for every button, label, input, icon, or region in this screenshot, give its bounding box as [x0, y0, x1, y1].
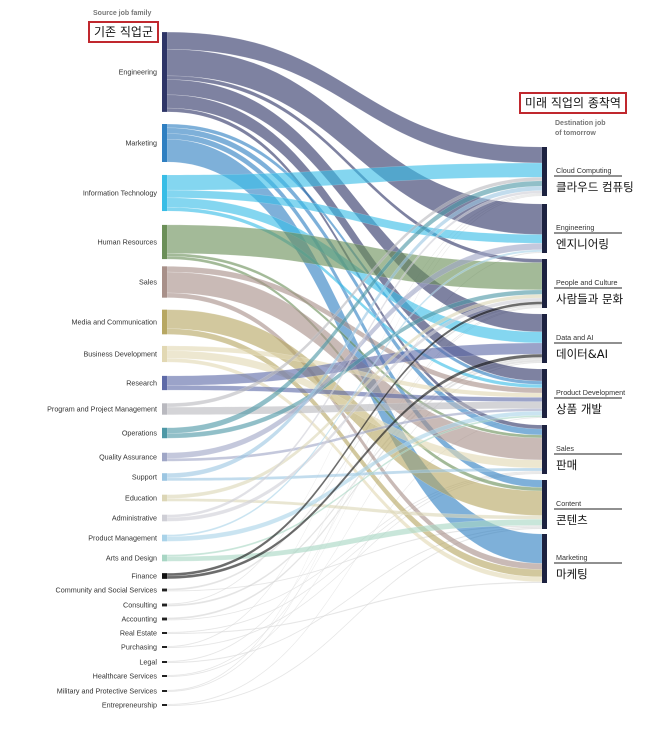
source-node-engineering — [162, 32, 167, 112]
destination-label-data-and-ai: Data and AI — [556, 333, 594, 342]
destination-column-title-line1: Destination job — [555, 120, 606, 127]
source-node-education — [162, 494, 167, 502]
source-label-accounting: Accounting — [121, 615, 157, 624]
destination-nodes: Cloud Computing 클라우드 컴퓨팅 Engineering 엔지니어링 P… — [542, 147, 634, 583]
source-node-entrepreneurship — [162, 704, 167, 706]
destination-korean-label-content: 콘텐츠 — [556, 513, 588, 527]
source-node-research — [162, 375, 167, 391]
destination-korean-label-product-development: 상품 개발 — [556, 402, 602, 416]
source-label-arts-and-design: Arts and Design — [106, 554, 157, 563]
source-node-healthcare-services — [162, 675, 167, 677]
source-label-community-and-social-services: Community and Social Services — [56, 586, 158, 595]
source-label-consulting: Consulting — [123, 601, 157, 610]
destination-label-sales: Sales — [556, 444, 574, 453]
source-node-support — [162, 473, 167, 481]
source-node-sales — [162, 266, 167, 298]
source-label-education: Education — [125, 494, 157, 503]
source-label-marketing: Marketing — [125, 139, 157, 148]
source-node-arts-and-design — [162, 554, 167, 562]
destination-korean-label-sales: 판매 — [556, 458, 577, 472]
source-node-program-and-project-management — [162, 403, 167, 415]
destination-korean-label-people-and-culture: 사람들과 문화 — [556, 292, 624, 306]
source-label-entrepreneurship: Entrepreneurship — [102, 701, 157, 710]
source-label-legal: Legal — [139, 658, 157, 667]
destination-korean-label-data-and-ai: 데이터&AI — [556, 347, 608, 361]
destination-node-people-and-culture — [542, 259, 547, 308]
source-node-legal — [162, 661, 167, 663]
source-column-title: Source job family — [93, 10, 151, 17]
source-label-finance: Finance — [131, 572, 157, 581]
source-label-operations: Operations — [122, 429, 158, 438]
source-label-healthcare-services: Healthcare Services — [93, 672, 158, 681]
destination-node-sales — [542, 425, 547, 474]
destination-node-product-development — [542, 369, 547, 418]
destination-label-content: Content — [556, 499, 581, 508]
source-label-quality-assurance: Quality Assurance — [99, 453, 157, 462]
source-label-program-and-project-management: Program and Project Management — [47, 405, 157, 414]
destination-label-engineering: Engineering — [556, 223, 594, 232]
source-node-accounting — [162, 617, 167, 621]
source-node-quality-assurance — [162, 452, 167, 462]
destination-column-title-line2: of tomorrow — [555, 130, 596, 137]
source-label-media-and-communication: Media and Communication — [72, 318, 158, 327]
source-node-real-estate — [162, 632, 167, 634]
source-label-administrative: Administrative — [112, 514, 157, 523]
destination-node-data-and-ai — [542, 314, 547, 363]
source-label-product-management: Product Management — [88, 534, 157, 543]
destination-node-marketing — [542, 534, 547, 583]
source-label-real-estate: Real Estate — [120, 629, 157, 638]
source-node-purchasing — [162, 646, 167, 648]
source-node-marketing — [162, 124, 167, 162]
destination-label-product-development: Product Development — [556, 388, 625, 397]
source-node-media-and-communication — [162, 309, 167, 335]
source-label-human-resources: Human Resources — [97, 238, 157, 247]
source-node-community-and-social-services — [162, 588, 167, 592]
source-label-research: Research — [126, 379, 157, 388]
destination-label-people-and-culture: People and Culture — [556, 278, 618, 287]
destination-korean-label-cloud-computing: 클라우드 컴퓨팅 — [556, 180, 634, 194]
destination-korean-callout: 미래 직업의 종착역 — [519, 92, 627, 114]
source-node-administrative — [162, 514, 167, 522]
destination-node-cloud-computing — [542, 147, 547, 196]
source-node-finance — [162, 573, 167, 579]
source-node-human-resources — [162, 224, 167, 260]
source-label-sales: Sales — [139, 278, 157, 287]
source-nodes: Engineering Marketing Information Technolo… — [47, 32, 167, 710]
source-label-support: Support — [132, 473, 157, 482]
source-node-product-management — [162, 534, 167, 542]
source-label-engineering: Engineering — [119, 68, 157, 77]
destination-label-cloud-computing: Cloud Computing — [556, 166, 612, 175]
source-node-consulting — [162, 603, 167, 607]
destination-node-content — [542, 480, 547, 529]
source-korean-callout: 기존 직업군 — [88, 21, 160, 43]
source-node-military-and-protective-services — [162, 690, 167, 692]
source-label-purchasing: Purchasing — [121, 643, 157, 652]
source-node-business-development — [162, 345, 167, 363]
destination-node-engineering — [542, 204, 547, 253]
source-node-operations — [162, 427, 167, 439]
source-label-military-and-protective-services: Military and Protective Services — [57, 687, 158, 696]
source-node-information-technology — [162, 174, 167, 212]
destination-korean-label-engineering: 엔지니어링 — [556, 237, 609, 251]
destination-label-marketing: Marketing — [556, 553, 588, 562]
flow-ribbons — [166, 31, 543, 707]
destination-korean-label-marketing: 마케팅 — [556, 567, 588, 581]
source-label-information-technology: Information Technology — [83, 189, 158, 198]
source-label-business-development: Business Development — [83, 350, 157, 359]
